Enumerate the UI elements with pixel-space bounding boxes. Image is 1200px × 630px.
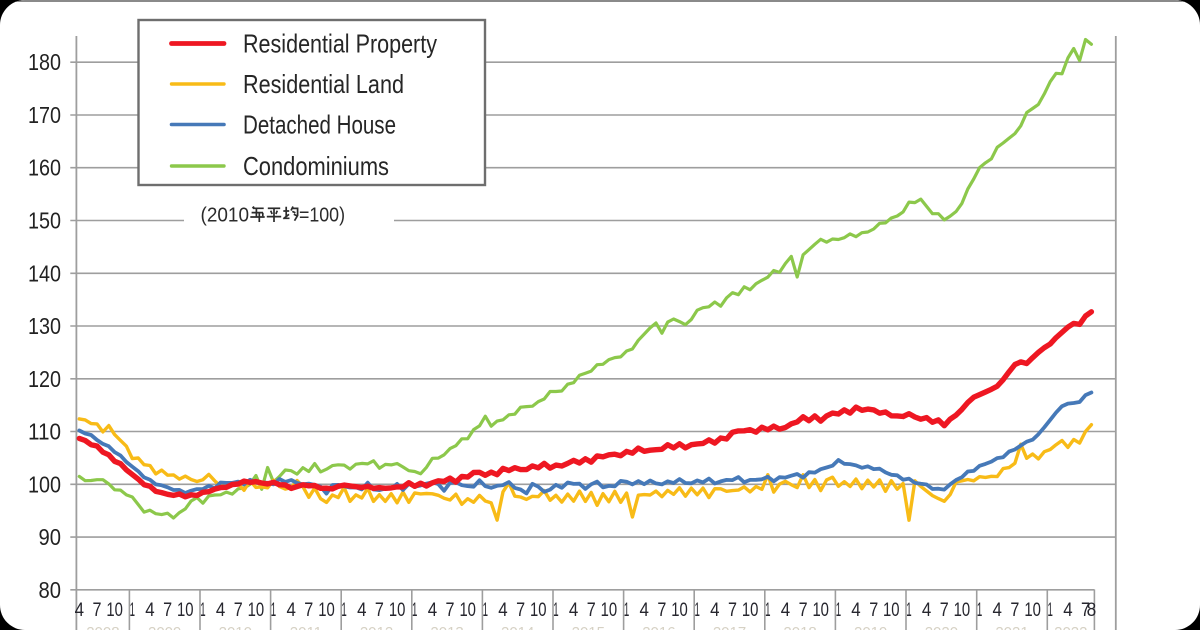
svg-text:10: 10 — [601, 599, 618, 621]
svg-text:180: 180 — [28, 49, 61, 75]
svg-text:1: 1 — [553, 599, 558, 621]
svg-text:7: 7 — [304, 599, 313, 621]
svg-text:7: 7 — [1081, 599, 1090, 621]
svg-text:160: 160 — [28, 155, 61, 181]
svg-text:110: 110 — [28, 419, 61, 445]
svg-text:10: 10 — [954, 599, 971, 621]
svg-text:10: 10 — [177, 599, 194, 621]
svg-text:2012: 2012 — [360, 624, 393, 630]
svg-text:(2010: (2010 — [201, 205, 250, 227]
svg-text:7: 7 — [516, 599, 525, 621]
svg-text:100: 100 — [28, 471, 61, 497]
svg-text:2017: 2017 — [713, 624, 746, 630]
svg-text:1: 1 — [695, 599, 700, 621]
svg-text:2010: 2010 — [219, 624, 252, 630]
svg-text:130: 130 — [28, 313, 61, 339]
svg-text:2011: 2011 — [290, 624, 322, 630]
svg-text:1: 1 — [836, 599, 841, 621]
svg-text:1: 1 — [412, 599, 417, 621]
svg-text:10: 10 — [883, 599, 900, 621]
svg-text:4: 4 — [75, 599, 85, 621]
svg-text:7: 7 — [163, 599, 172, 621]
svg-text:7: 7 — [940, 599, 949, 621]
svg-text:4: 4 — [851, 599, 861, 621]
svg-text:10: 10 — [742, 599, 759, 621]
svg-text:Condominiums: Condominiums — [243, 151, 389, 181]
svg-text:Residential Land: Residential Land — [243, 69, 404, 99]
svg-text:1: 1 — [1048, 599, 1053, 621]
svg-text:10: 10 — [248, 599, 265, 621]
svg-text:7: 7 — [1010, 599, 1019, 621]
svg-text:4: 4 — [1063, 599, 1073, 621]
svg-text:7: 7 — [869, 599, 878, 621]
svg-text:10: 10 — [671, 599, 688, 621]
svg-text:1: 1 — [130, 599, 135, 621]
svg-text:4: 4 — [428, 599, 438, 621]
svg-text:7: 7 — [375, 599, 384, 621]
svg-text:120: 120 — [28, 366, 61, 392]
svg-text:=100): =100) — [299, 205, 345, 227]
svg-text:2021: 2021 — [995, 624, 1028, 630]
svg-text:1: 1 — [483, 599, 488, 621]
svg-text:10: 10 — [459, 599, 476, 621]
svg-text:4: 4 — [357, 599, 367, 621]
svg-text:4: 4 — [569, 599, 579, 621]
svg-text:2019: 2019 — [854, 624, 887, 630]
svg-text:7: 7 — [234, 599, 243, 621]
svg-text:7: 7 — [446, 599, 455, 621]
svg-text:Residential Property: Residential Property — [243, 29, 437, 59]
svg-text:4: 4 — [640, 599, 650, 621]
svg-text:4: 4 — [922, 599, 932, 621]
svg-text:1: 1 — [624, 599, 629, 621]
svg-text:170: 170 — [28, 102, 61, 128]
svg-text:1: 1 — [906, 599, 911, 621]
svg-text:2018: 2018 — [783, 624, 816, 630]
svg-text:Detached House: Detached House — [243, 110, 396, 140]
svg-text:1: 1 — [765, 599, 770, 621]
svg-text:4: 4 — [216, 599, 226, 621]
svg-text:8: 8 — [1087, 599, 1097, 621]
svg-text:1: 1 — [977, 599, 982, 621]
svg-text:1: 1 — [341, 599, 346, 621]
svg-text:1: 1 — [200, 599, 205, 621]
svg-text:7: 7 — [728, 599, 737, 621]
svg-text:2022: 2022 — [1054, 624, 1087, 630]
svg-text:4: 4 — [498, 599, 508, 621]
svg-text:90: 90 — [39, 524, 62, 550]
svg-text:4: 4 — [993, 599, 1003, 621]
svg-text:7: 7 — [657, 599, 666, 621]
svg-text:2009: 2009 — [148, 624, 181, 630]
svg-text:2015: 2015 — [572, 624, 605, 630]
svg-text:10: 10 — [106, 599, 123, 621]
svg-text:10: 10 — [1024, 599, 1041, 621]
svg-text:10: 10 — [318, 599, 335, 621]
svg-text:7: 7 — [93, 599, 102, 621]
svg-text:2020: 2020 — [925, 624, 958, 630]
svg-text:2016: 2016 — [642, 624, 675, 630]
svg-text:1: 1 — [271, 599, 276, 621]
svg-text:4: 4 — [145, 599, 155, 621]
svg-text:2008: 2008 — [86, 624, 119, 630]
svg-text:10: 10 — [530, 599, 547, 621]
svg-text:2014: 2014 — [501, 624, 534, 630]
svg-text:4: 4 — [781, 599, 791, 621]
svg-text:4: 4 — [710, 599, 720, 621]
svg-text:80: 80 — [39, 577, 62, 603]
svg-text:4: 4 — [287, 599, 297, 621]
svg-text:7: 7 — [799, 599, 808, 621]
svg-text:140: 140 — [28, 260, 61, 286]
svg-text:10: 10 — [389, 599, 406, 621]
svg-text:150: 150 — [28, 208, 61, 234]
svg-text:7: 7 — [587, 599, 596, 621]
svg-text:10: 10 — [812, 599, 829, 621]
